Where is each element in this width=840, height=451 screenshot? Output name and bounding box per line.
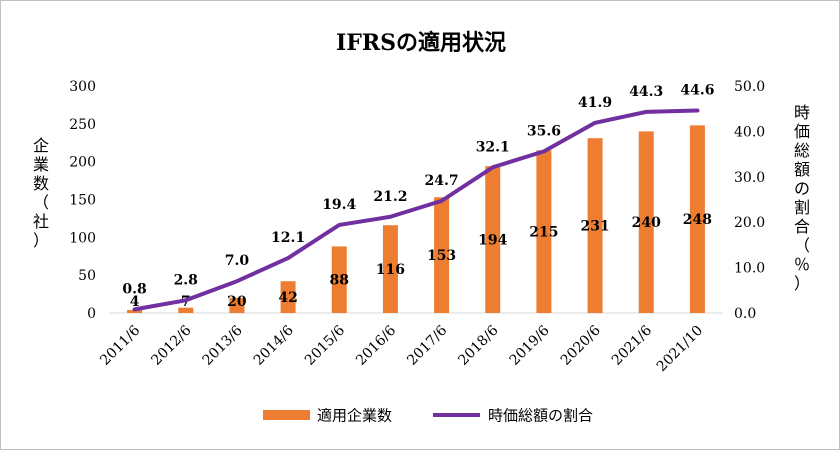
bar-value-label: 42 [278,290,297,306]
bar [178,307,194,313]
axis-label-char: ） [33,231,49,250]
legend-bar-swatch [263,410,310,420]
chart-title: IFRSの適用状況 [336,30,506,56]
left-tick-label: 150 [69,193,96,209]
line-value-label: 24.7 [425,173,459,189]
x-tick-label: 2021/10 [654,323,706,375]
bar [331,246,347,313]
line-series [132,108,700,312]
bar-value-label: 20 [227,294,247,310]
axis-label-char: 総 [794,141,810,160]
bar-value-label: 231 [580,219,609,235]
left-axis-ticks: 0 50 100 150 200 250 300 [69,79,96,322]
line-value-label: 41.9 [578,95,612,111]
left-axis-label: 企業数（社） [33,136,49,250]
x-tick-label: 2016/6 [353,322,399,368]
axis-label-char: 合 [794,217,810,236]
line-value-label: 7.0 [225,253,250,269]
axis-label-char: 価 [794,122,810,141]
bar-value-label: 153 [427,248,456,264]
line-value-label: 0.8 [122,281,146,297]
bar-value-label: 248 [683,212,712,228]
line-value-label: 32.1 [476,139,510,155]
legend: 適用企業数 時価総額の割合 [263,407,593,425]
left-tick-label: 0 [87,306,96,322]
axis-label-char: （ [33,193,49,212]
bar [127,309,143,313]
bar [638,131,654,313]
left-tick-label: 50 [78,268,96,284]
line-value-label: 12.1 [271,230,305,246]
x-tick-label: 2012/6 [148,322,194,368]
line-value-label: 21.2 [373,189,407,205]
right-tick-label: 10.0 [734,261,765,277]
bar-value-label: 88 [330,273,349,289]
x-tick-label: 2017/6 [404,322,450,368]
x-tick-label: 2020/6 [558,322,604,368]
bar-value-label: 116 [376,262,405,278]
line-value-label: 2.8 [174,272,198,288]
axis-label-char: 額 [794,160,810,179]
right-tick-label: 50.0 [734,79,765,95]
left-tick-label: 100 [69,230,96,246]
x-tick-label: 2018/6 [455,322,501,368]
line-value-label: 44.3 [629,84,663,100]
bar [689,125,705,313]
axis-label-char: 時 [794,103,810,122]
line-data-labels: 0.8 2.8 7.0 12.1 19.4 21.2 24.7 32.1 35.6 41.9 44.… [122,83,714,298]
x-tick-label: 2019/6 [507,322,553,368]
line-value-label: 44.6 [680,83,714,99]
bar [434,197,450,313]
bar [382,225,398,313]
axis-label-char: 社 [33,212,49,231]
legend-line-label: 時価総額の割合 [488,407,593,425]
right-tick-label: 40.0 [734,124,765,140]
x-axis-ticks: 2011/6 2012/6 2013/6 2014/6 2015/6 2016/6 2017… [97,322,706,375]
x-tick-label: 2015/6 [302,322,348,368]
x-tick-label: 2014/6 [251,322,297,368]
axis-label-char: 企 [33,136,49,155]
axis-label-char: 割 [794,198,810,217]
bar [536,150,552,313]
bar-value-label: 4 [130,294,140,310]
x-tick-label: 2011/6 [97,322,143,368]
axis-label-char: ％ [794,255,810,274]
right-tick-label: 30.0 [734,170,765,186]
right-tick-label: 20.0 [734,215,765,231]
series-line [132,108,700,312]
bar [587,138,603,313]
x-tick-label: 2021/6 [609,322,655,368]
legend-bar-label: 適用企業数 [317,407,392,425]
left-tick-label: 200 [69,155,96,171]
left-tick-label: 300 [69,79,96,95]
bar [280,281,296,313]
right-axis-ticks: 0.0 10.0 20.0 30.0 40.0 50.0 [734,79,765,322]
bar [485,166,501,313]
bar-value-label: 215 [529,225,558,241]
bar-value-label: 194 [478,233,507,249]
axis-label-char: 業 [33,155,49,174]
bar [229,297,245,313]
right-axis-label: 時価総額の割合（％） [794,103,810,293]
axis-label-char: 数 [33,174,49,193]
right-tick-label: 0.0 [734,306,756,322]
line-value-label: 19.4 [322,197,356,213]
bar-series [127,125,705,313]
line-value-label: 35.6 [527,123,561,139]
left-tick-label: 250 [69,117,96,133]
axis-label-char: ） [794,274,810,293]
x-tick-label: 2013/6 [200,322,246,368]
bar-value-label: 240 [632,215,661,231]
axis-label-char: の [794,179,810,198]
axis-label-char: （ [794,236,810,255]
